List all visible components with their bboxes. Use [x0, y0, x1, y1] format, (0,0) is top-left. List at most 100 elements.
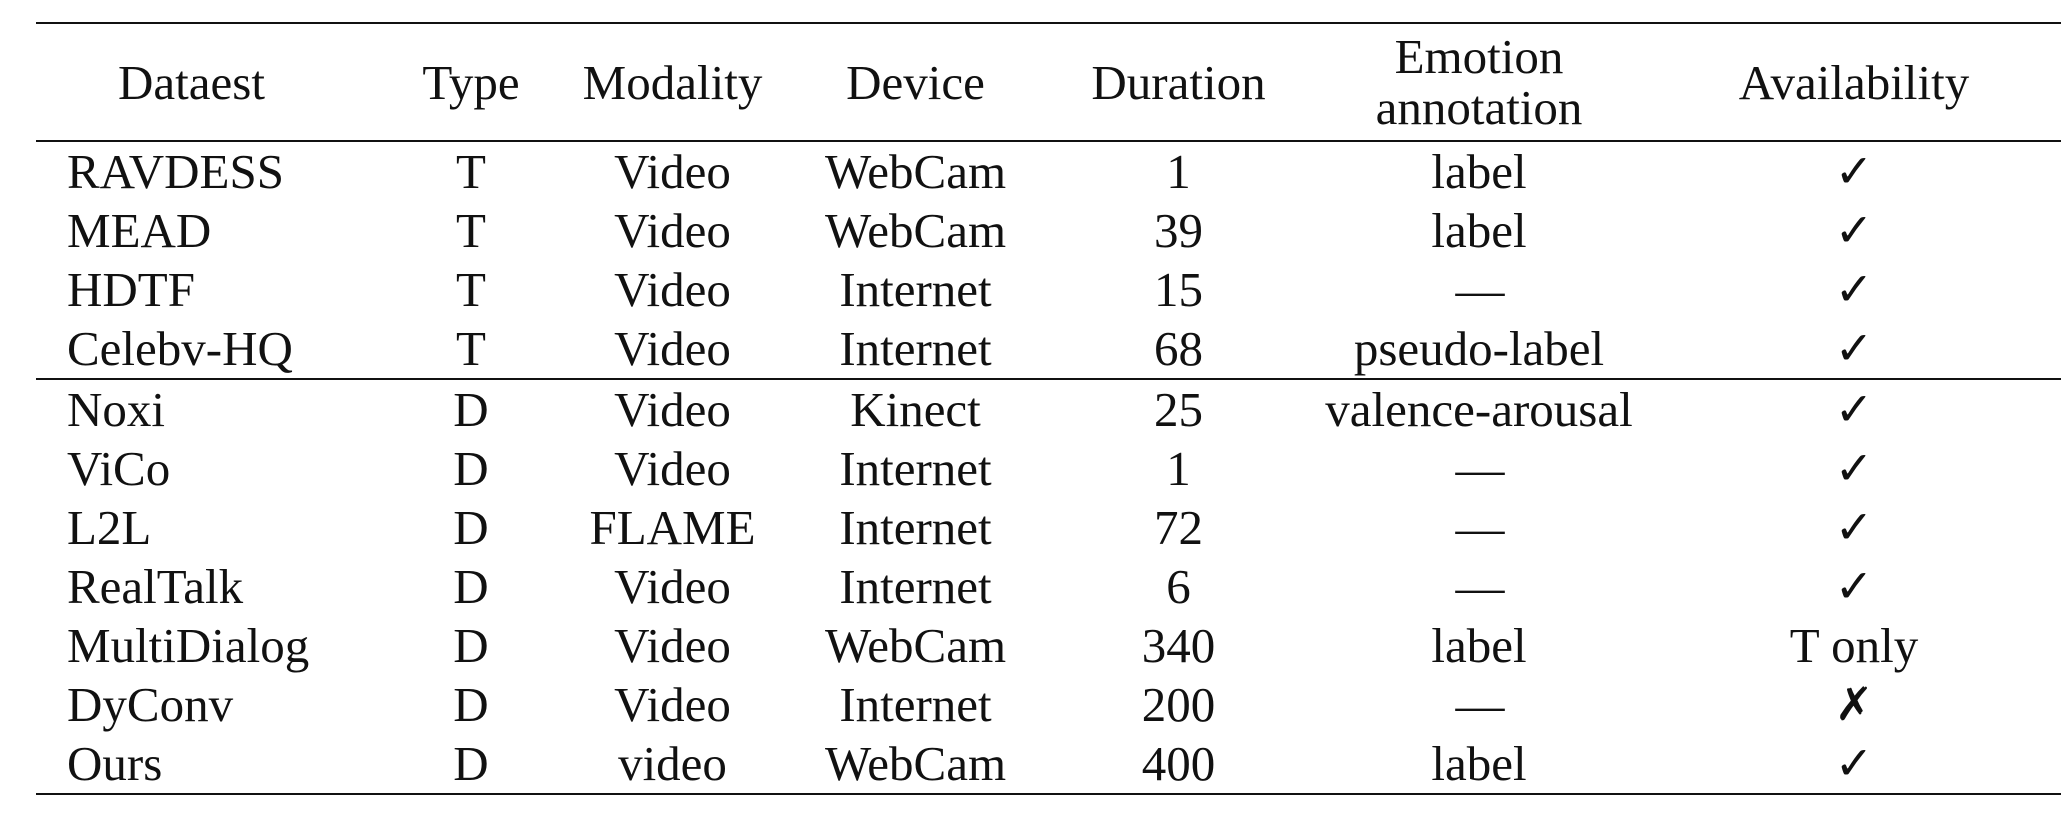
cell-type: D: [453, 382, 489, 437]
cell-type: D: [453, 441, 489, 496]
table-row: Celebv-HQ T Video Internet 68 pseudo-label ✓: [36, 319, 2061, 379]
table-row: HDTF T Video Internet 15 — ✓: [36, 260, 2061, 319]
cell-emotion-annotation: —: [1455, 677, 1505, 732]
table-row: ViCo D Video Internet 1 — ✓: [36, 439, 2061, 498]
cell-emotion-annotation: valence-arousal: [1325, 382, 1633, 437]
header-row: Dataest Type Modality Device Duration Em…: [36, 23, 2061, 141]
cell-dataset: HDTF: [67, 262, 195, 317]
cell-availability: ✗: [1834, 677, 1874, 731]
cell-type: D: [453, 559, 489, 614]
cell-emotion-annotation: —: [1455, 262, 1505, 317]
header-type: Type: [422, 54, 520, 110]
cell-device: Internet: [839, 262, 992, 317]
cell-type: T: [456, 262, 486, 317]
table-row: MEAD T Video WebCam 39 label ✓: [36, 201, 2061, 260]
cell-type: D: [453, 677, 489, 732]
cell-type: D: [453, 500, 489, 555]
cell-availability: ✓: [1834, 321, 1874, 375]
header-duration: Duration: [1091, 54, 1266, 110]
cell-duration: 39: [1154, 203, 1203, 258]
cell-duration: 68: [1154, 321, 1203, 376]
cell-device: Internet: [839, 677, 992, 732]
cell-device: Internet: [839, 500, 992, 555]
table-row: RealTalk D Video Internet 6 — ✓: [36, 557, 2061, 616]
cell-duration: 1: [1166, 441, 1191, 496]
cell-device: WebCam: [824, 203, 1007, 258]
cell-duration: 340: [1141, 618, 1216, 673]
cell-duration: 400: [1141, 736, 1216, 791]
cell-modality: Video: [614, 559, 731, 614]
cell-type: T: [456, 144, 486, 199]
cell-device: WebCam: [824, 618, 1007, 673]
cell-dataset: Ours: [67, 736, 163, 791]
table-container: Dataest Type Modality Device Duration Em…: [36, 22, 2061, 795]
cell-duration: 15: [1154, 262, 1203, 317]
cell-modality: Video: [614, 618, 731, 673]
cell-availability: ✓: [1834, 736, 1874, 790]
cell-type: D: [453, 736, 489, 791]
header-modality: Modality: [582, 54, 763, 110]
cell-modality: Video: [614, 144, 731, 199]
cell-dataset: RealTalk: [67, 559, 244, 614]
cell-dataset: MultiDialog: [67, 618, 310, 673]
cell-emotion-annotation: —: [1455, 500, 1505, 555]
table-row: RAVDESS T Video WebCam 1 label ✓: [36, 141, 2061, 201]
cell-type: T: [456, 321, 486, 376]
cell-modality: Video: [614, 321, 731, 376]
cell-device: Kinect: [850, 382, 981, 437]
table-row: L2L D FLAME Internet 72 — ✓: [36, 498, 2061, 557]
cell-modality: FLAME: [589, 500, 756, 555]
cell-duration: 72: [1154, 500, 1203, 555]
table-row: Noxi D Video Kinect 25 valence-arousal ✓: [36, 379, 2061, 439]
cell-device: Internet: [839, 321, 992, 376]
cell-modality: Video: [614, 203, 731, 258]
header-dataset: Dataest: [118, 54, 265, 110]
cell-availability: ✓: [1834, 203, 1874, 257]
cell-modality: video: [618, 736, 727, 791]
cell-dataset: Celebv-HQ: [67, 321, 293, 376]
cell-availability: ✓: [1834, 262, 1874, 316]
cell-dataset: L2L: [67, 500, 152, 555]
header-availability: Availability: [1738, 54, 1970, 110]
cell-device: Internet: [839, 441, 992, 496]
cell-duration: 6: [1166, 559, 1191, 614]
cell-availability: ✓: [1834, 441, 1874, 495]
cell-modality: Video: [614, 262, 731, 317]
cell-emotion-annotation: label: [1431, 618, 1527, 673]
cell-device: WebCam: [824, 736, 1007, 791]
cell-dataset: DyConv: [67, 677, 234, 732]
dataset-comparison-table: Dataest Type Modality Device Duration Em…: [36, 22, 2061, 795]
cell-availability: ✓: [1834, 144, 1874, 198]
header-emotion-annotation: Emotion annotation: [1375, 29, 1583, 135]
cell-availability: ✓: [1834, 500, 1874, 554]
cell-duration: 25: [1154, 382, 1203, 437]
cell-device: WebCam: [824, 144, 1007, 199]
table-row: DyConv D Video Internet 200 — ✗: [36, 675, 2061, 734]
cell-type: T: [456, 203, 486, 258]
cell-duration: 200: [1141, 677, 1216, 732]
cell-dataset: RAVDESS: [67, 144, 284, 199]
talking-head-group: RAVDESS T Video WebCam 1 label ✓ MEAD T Video WebC…: [36, 141, 2061, 379]
cell-type: D: [453, 618, 489, 673]
cell-availability: ✓: [1834, 382, 1874, 436]
cell-emotion-annotation: label: [1431, 144, 1527, 199]
cell-modality: Video: [614, 441, 731, 496]
cell-dataset: ViCo: [67, 441, 171, 496]
cell-availability: T only: [1789, 618, 1919, 673]
table-row: MultiDialog D Video WebCam 340 label T only: [36, 616, 2061, 675]
cell-duration: 1: [1166, 144, 1191, 199]
cell-dataset: MEAD: [67, 203, 212, 258]
cell-emotion-annotation: —: [1455, 441, 1505, 496]
cell-modality: Video: [614, 382, 731, 437]
cell-emotion-annotation: pseudo-label: [1353, 321, 1605, 376]
dialogue-group: Noxi D Video Kinect 25 valence-arousal ✓ ViCo D V…: [36, 379, 2061, 794]
cell-modality: Video: [614, 677, 731, 732]
cell-emotion-annotation: label: [1431, 736, 1527, 791]
cell-device: Internet: [839, 559, 992, 614]
cell-emotion-annotation: —: [1455, 559, 1505, 614]
cell-availability: ✓: [1834, 559, 1874, 613]
table-header: Dataest Type Modality Device Duration Em…: [36, 23, 2061, 141]
header-device: Device: [846, 54, 985, 110]
cell-emotion-annotation: label: [1431, 203, 1527, 258]
